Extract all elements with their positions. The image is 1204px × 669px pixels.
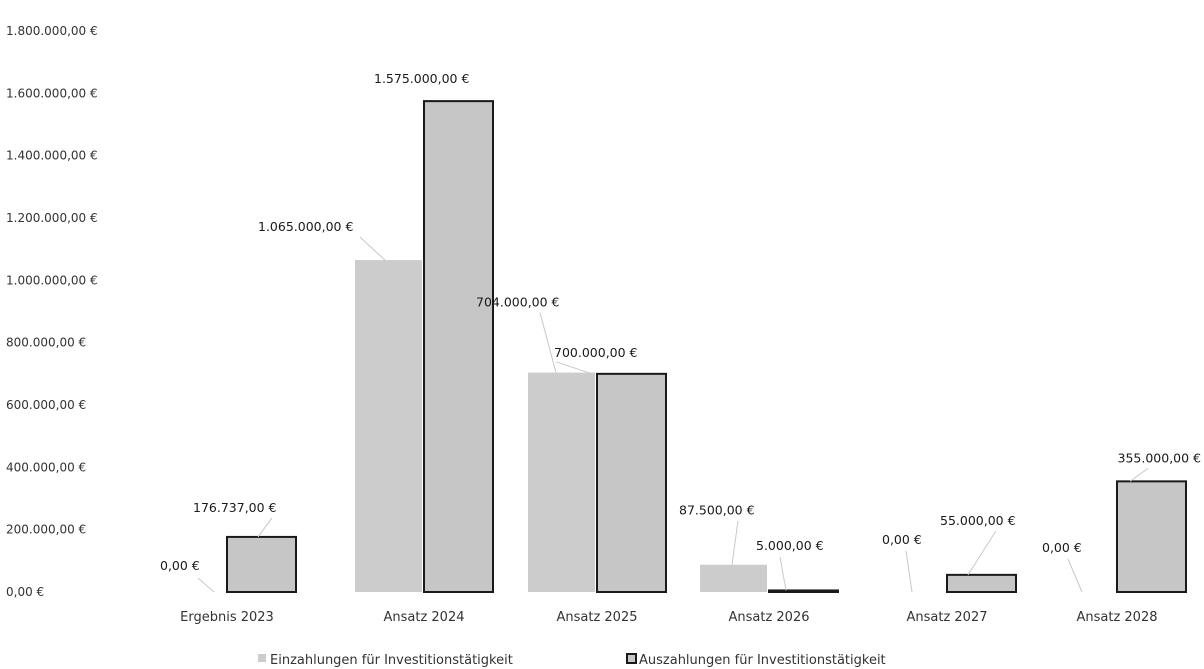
data-label-auszahlungen: 1.575.000,00 € xyxy=(374,71,469,86)
label-leader-line xyxy=(539,312,557,373)
x-tick-label: Ansatz 2025 xyxy=(556,610,637,625)
data-label-einzahlungen: 0,00 € xyxy=(1042,540,1082,555)
legend-label-einzahlungen: Einzahlungen für Investitionstätigkeit xyxy=(270,653,513,668)
label-leader-line xyxy=(555,361,593,375)
bar-auszahlungen xyxy=(226,535,297,594)
y-tick-label: 600.000,00 € xyxy=(6,398,86,412)
y-tick-label: 400.000,00 € xyxy=(6,460,86,474)
label-leader-line xyxy=(779,556,787,591)
data-label-auszahlungen: 5.000,00 € xyxy=(756,538,824,553)
data-label-einzahlungen: 87.500,00 € xyxy=(679,503,755,518)
data-label-einzahlungen: 1.065.000,00 € xyxy=(258,219,353,234)
bar-einzahlungen xyxy=(528,372,595,592)
label-leader-line xyxy=(257,517,273,538)
data-label-einzahlungen: 0,00 € xyxy=(160,558,200,573)
label-leader-line xyxy=(905,550,913,593)
data-label-auszahlungen: 176.737,00 € xyxy=(193,500,277,515)
y-tick-label: 1.400.000,00 € xyxy=(6,149,98,163)
bar-auszahlungen xyxy=(596,372,667,594)
y-tick-label: 1.800.000,00 € xyxy=(6,24,98,38)
label-leader-line xyxy=(1067,558,1083,593)
bar-auszahlungen xyxy=(768,589,839,593)
y-tick-label: 200.000,00 € xyxy=(6,523,86,537)
y-tick-label: 1.600.000,00 € xyxy=(6,86,98,100)
bars xyxy=(226,100,1187,594)
y-axis: 0,00 € 200.000,00 € 400.000,00 € 600.000,00… xyxy=(6,24,98,599)
data-label-einzahlungen: 0,00 € xyxy=(882,532,922,547)
y-tick-label: 0,00 € xyxy=(6,585,44,599)
x-tick-label: Ansatz 2026 xyxy=(728,610,809,625)
legend-swatch-einzahlungen xyxy=(258,654,266,662)
bar-auszahlungen xyxy=(423,100,494,593)
y-tick-label: 800.000,00 € xyxy=(6,336,86,350)
bar-auszahlungen xyxy=(946,573,1017,594)
data-label-auszahlungen: 55.000,00 € xyxy=(940,513,1016,528)
bar-einzahlungen xyxy=(355,260,422,592)
data-label-einzahlungen: 704.000,00 € xyxy=(476,295,560,310)
y-tick-label: 1.200.000,00 € xyxy=(6,211,98,225)
bar-auszahlungen xyxy=(1116,480,1187,594)
x-tick-label: Ergebnis 2023 xyxy=(180,610,274,625)
data-labels: 0,00 € 176.737,00 € 1.065.000,00 € 1.575.00… xyxy=(160,71,1202,593)
data-label-auszahlungen: 355.000,00 € xyxy=(1118,450,1202,465)
data-label-auszahlungen: 700.000,00 € xyxy=(554,345,638,360)
x-tick-label: Ansatz 2028 xyxy=(1076,610,1157,625)
legend-swatch-auszahlungen xyxy=(626,653,637,664)
label-leader-line xyxy=(359,236,386,261)
label-leader-line xyxy=(1129,467,1149,482)
legend-label-auszahlungen: Auszahlungen für Investitionstätigkeit xyxy=(639,653,886,668)
legend: Einzahlungen für Investitionstätigkeit A… xyxy=(258,653,886,668)
label-leader-line xyxy=(967,530,997,576)
label-leader-line xyxy=(731,520,739,565)
x-tick-label: Ansatz 2024 xyxy=(383,610,464,625)
x-axis: Ergebnis 2023 Ansatz 2024 Ansatz 2025 Ansat… xyxy=(180,610,1157,625)
x-tick-label: Ansatz 2027 xyxy=(906,610,987,625)
y-tick-label: 1.000.000,00 € xyxy=(6,273,98,287)
bar-einzahlungen xyxy=(700,564,767,592)
label-leader-line xyxy=(197,577,215,593)
